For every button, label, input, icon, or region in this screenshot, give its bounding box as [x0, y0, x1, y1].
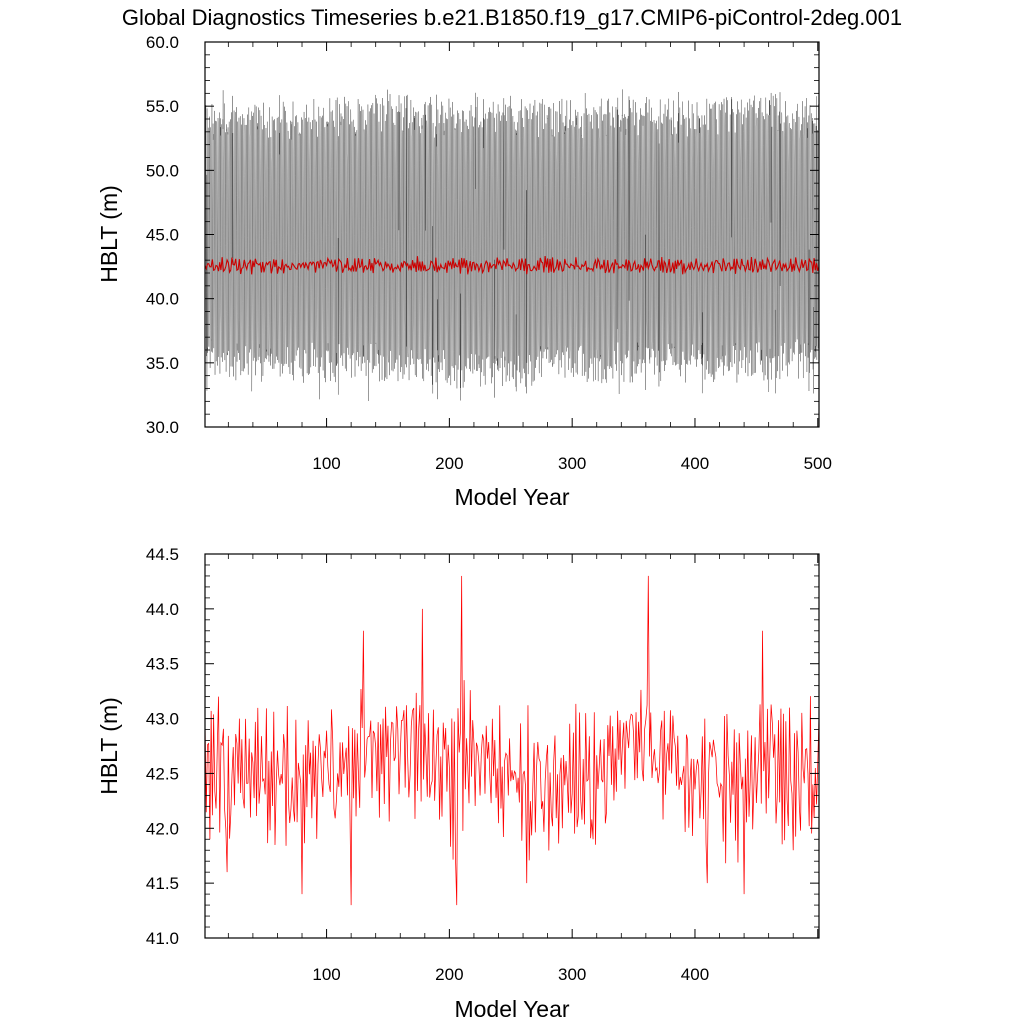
y-tick-label: 40.0 — [146, 290, 179, 309]
y-tick-label: 44.0 — [146, 600, 179, 619]
bottom-plot-series — [204, 575, 820, 906]
bottom-axis-ticks: 41.0 41.5 42.0 42.5 43.0 43.5 44.0 44.5 100 200 30… — [146, 545, 819, 984]
figure-title: Global Diagnostics Timeseries b.e21.B185… — [122, 5, 902, 30]
x-tick-label: 300 — [558, 454, 586, 473]
bottom-plot-frame — [204, 553, 820, 939]
annual-mean-line — [204, 255, 820, 275]
y-tick-label: 60.0 — [146, 33, 179, 52]
x-tick-label: 400 — [681, 454, 709, 473]
x-tick-label: 200 — [435, 454, 463, 473]
y-tick-label: 42.0 — [146, 819, 179, 838]
y-tick-label: 41.0 — [146, 929, 179, 948]
y-tick-label: 41.5 — [146, 874, 179, 893]
y-tick-label: 55.0 — [146, 97, 179, 116]
top-axis-ticks: 30.0 35.0 40.0 45.0 50.0 55.0 60.0 100 200 300 400… — [146, 33, 832, 473]
bottom-y-axis-title: HBLT (m) — [96, 697, 122, 795]
x-tick-label: 400 — [681, 965, 709, 984]
y-tick-label: 30.0 — [146, 418, 179, 437]
top-panel: 30.0 35.0 40.0 45.0 50.0 55.0 60.0 100 200 300 400… — [96, 33, 832, 510]
y-tick-label: 43.5 — [146, 655, 179, 674]
top-x-axis-title: Model Year — [454, 484, 569, 510]
bottom-x-axis-title: Model Year — [454, 996, 569, 1022]
bottom-panel: 41.0 41.5 42.0 42.5 43.0 43.5 44.0 44.5 100 200 30… — [96, 545, 820, 1022]
y-tick-label: 42.5 — [146, 764, 179, 783]
top-y-axis-title: HBLT (m) — [96, 185, 122, 283]
x-tick-label: 500 — [804, 454, 832, 473]
x-tick-label: 300 — [558, 965, 586, 984]
y-tick-label: 35.0 — [146, 354, 179, 373]
y-tick-label: 44.5 — [146, 545, 179, 564]
y-tick-label: 50.0 — [146, 161, 179, 180]
y-tick-label: 43.0 — [146, 710, 179, 729]
x-tick-label: 100 — [312, 965, 340, 984]
monthly-series-line — [204, 89, 820, 402]
annual-mean-line — [204, 575, 820, 906]
x-tick-label: 100 — [312, 454, 340, 473]
top-plot-series — [204, 89, 820, 402]
x-tick-label: 200 — [435, 965, 463, 984]
y-tick-label: 45.0 — [146, 226, 179, 245]
